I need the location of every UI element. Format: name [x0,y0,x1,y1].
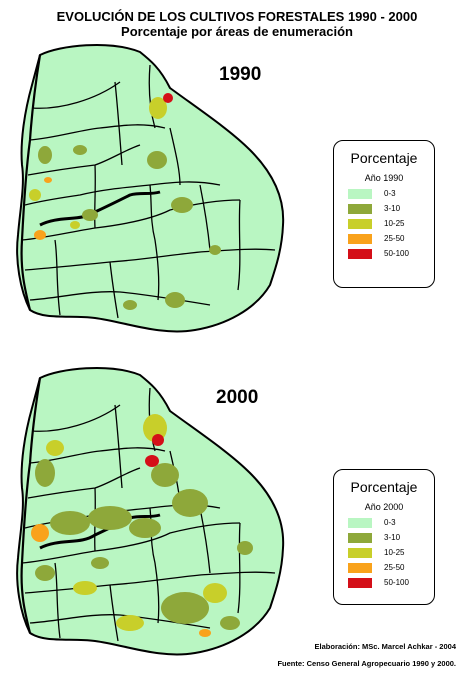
legend-swatch [348,562,372,573]
legend-swatch [348,203,372,214]
legend-label: 10-25 [384,219,405,228]
legend-subtitle: Año 2000 [364,502,404,512]
forest-patches-1990 [29,93,221,310]
legend-row: 3-10 [348,530,434,545]
map-title: EVOLUCIÓN DE LOS CULTIVOS FORESTALES 199… [56,9,418,24]
legend-row: 10-25 [348,216,434,231]
legend-label: 10-25 [384,548,405,557]
legend-label: 50-100 [384,578,409,587]
year-label-1990: 1990 [219,64,262,85]
legend-row: 50-100 [348,246,434,261]
legend-label: 0-3 [384,189,396,198]
legend-row: 25-50 [348,231,434,246]
legend-label: 25-50 [384,234,405,243]
legend-swatch [348,547,372,558]
legend-row: 25-50 [348,560,434,575]
map-2000 [15,366,285,656]
credits-author: Elaboración: MSc. Marcel Achkar - 2004 [314,642,456,651]
legend-label: 3-10 [384,204,401,213]
legend-label: 0-3 [384,518,396,527]
legend-swatch [348,233,372,244]
credits-source: Fuente: Censo General Agropecuario 1990 … [277,659,456,668]
legend-row: 50-100 [348,575,434,590]
legend-1990: Porcentaje Año 1990 0-3 3-10 10-25 25-50… [333,140,435,288]
map-1990 [15,43,285,333]
legend-title: Porcentaje [350,150,418,166]
forest-patches-2000 [31,414,253,637]
legend-label: 25-50 [384,563,405,572]
legend-row: 10-25 [348,545,434,560]
legend-swatch [348,218,372,229]
legend-swatch [348,577,372,588]
legend-label: 3-10 [384,533,401,542]
legend-swatch [348,248,372,259]
year-label-2000: 2000 [216,387,259,408]
legend-label: 50-100 [384,249,409,258]
legend-row: 0-3 [348,515,434,530]
legend-2000: Porcentaje Año 2000 0-3 3-10 10-25 25-50… [333,469,435,605]
map-subtitle: Porcentaje por áreas de enumeración [121,24,353,39]
legend-subtitle: Año 1990 [364,173,404,183]
legend-swatch [348,517,372,528]
legend-swatch [348,532,372,543]
legend-swatch [348,188,372,199]
legend-row: 0-3 [348,186,434,201]
legend-title: Porcentaje [350,479,418,495]
legend-row: 3-10 [348,201,434,216]
